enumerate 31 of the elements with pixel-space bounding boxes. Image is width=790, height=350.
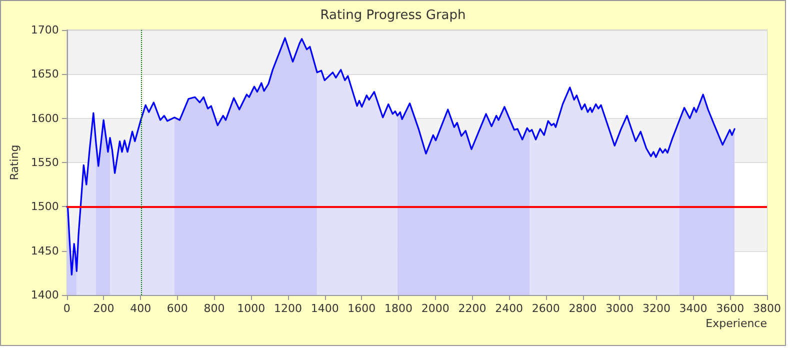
x-tick-label: 2000 <box>421 302 450 315</box>
x-tick-label: 1800 <box>384 302 413 315</box>
line-series <box>66 37 736 276</box>
y-tick-label: 1700 <box>30 24 59 36</box>
x-tick-label: 1200 <box>274 302 302 315</box>
y-tick-label: 1500 <box>30 200 59 214</box>
chart-title: Rating Progress Graph <box>320 8 466 23</box>
x-tick-label: 0 <box>63 302 70 315</box>
y-tick-label: 1650 <box>30 68 59 81</box>
x-tick-label: 3400 <box>679 302 708 315</box>
x-tick-label: 2800 <box>568 302 597 315</box>
y-tick-label: 1550 <box>30 156 59 169</box>
x-axis-title: Experience <box>706 317 768 330</box>
y-axis-title: Rating <box>8 144 21 180</box>
x-tick-label: 2400 <box>495 302 524 315</box>
y-tick-label: 1450 <box>30 244 59 258</box>
x-tick-label: 600 <box>166 302 188 315</box>
x-tick-label: 800 <box>204 302 225 315</box>
y-tick-label: 1400 <box>30 288 59 302</box>
x-tick-label: 2200 <box>458 302 486 315</box>
x-tick-label: 1400 <box>310 302 339 315</box>
y-tick-label: 1600 <box>30 112 59 125</box>
x-tick-label: 1000 <box>237 302 266 315</box>
x-tick-label: 3200 <box>642 302 670 315</box>
x-tick-label: 3800 <box>753 302 781 315</box>
x-tick-label: 3600 <box>716 302 744 315</box>
x-tick-label: 400 <box>130 302 152 315</box>
x-tick-label: 1600 <box>348 302 376 315</box>
x-tick-label: 200 <box>93 302 114 315</box>
x-tick-label: 2600 <box>532 302 560 315</box>
x-tick-label: 3000 <box>606 302 634 315</box>
